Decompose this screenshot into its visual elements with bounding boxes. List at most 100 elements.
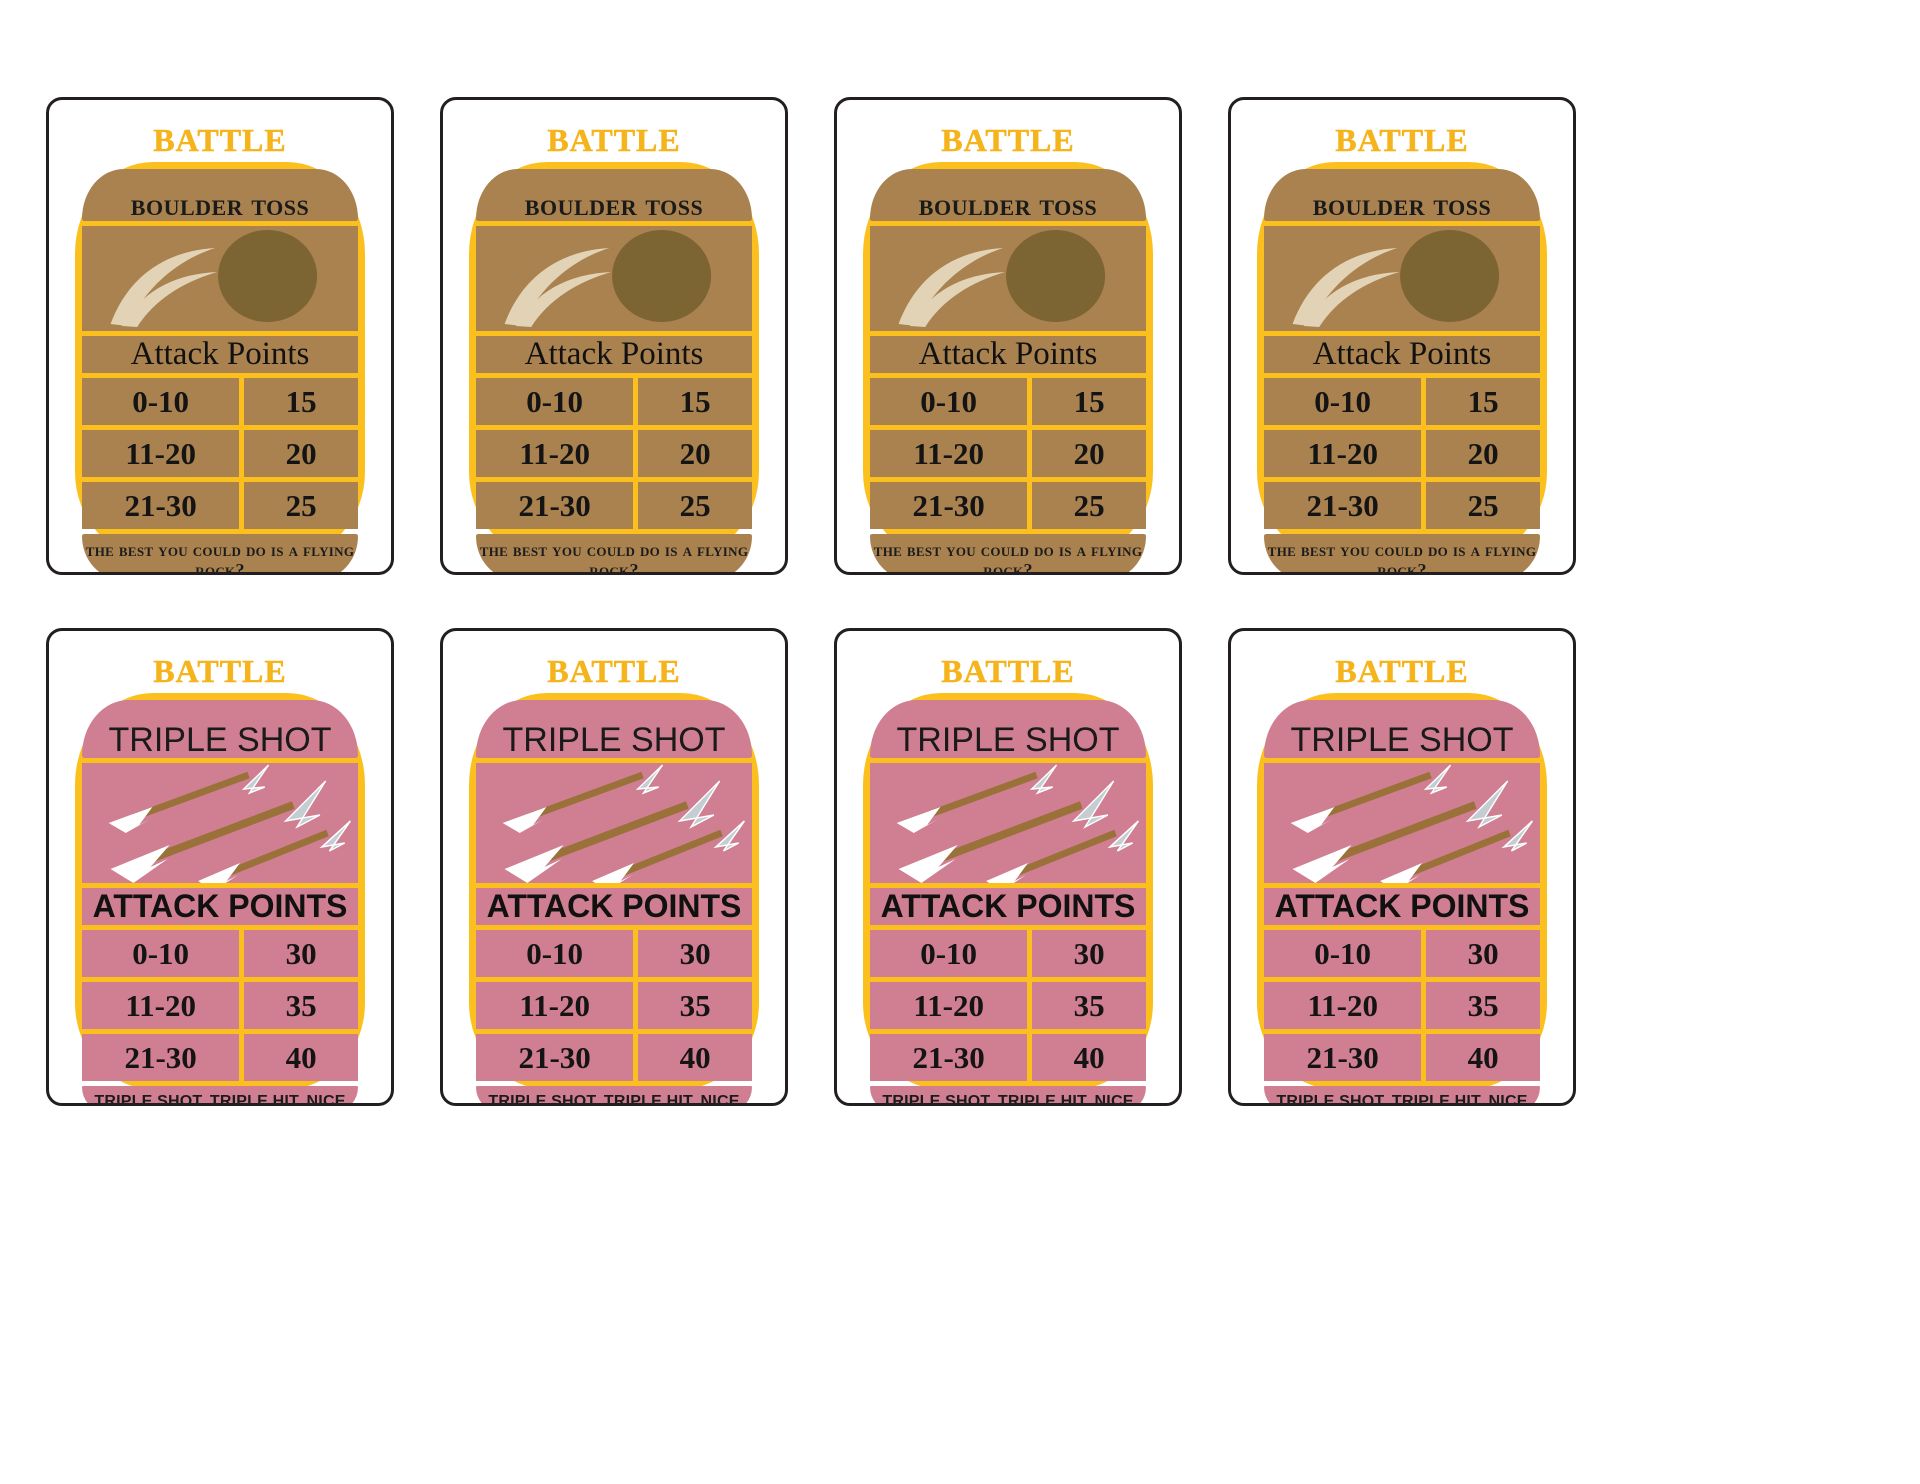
flavor-text: The best you could do is a flying rock?: [476, 534, 752, 572]
table-row: 11-20 20: [476, 430, 752, 477]
card-panel: Boulder Toss Attack Points 0-10 15: [1257, 162, 1547, 572]
roll-range: 11-20: [1264, 982, 1422, 1029]
roll-range: 11-20: [82, 982, 240, 1029]
attack-points-header: Attack Points: [82, 336, 358, 373]
flavor-text: The best you could do is a flying rock?: [82, 534, 358, 572]
attack-value: 15: [1426, 378, 1540, 425]
card-name-header: TRIPLE SHOT: [476, 700, 752, 758]
roll-range: 0-10: [82, 930, 240, 977]
attack-points-header: Attack Points: [870, 336, 1146, 373]
battle-card-triple-shot[interactable]: Battle TRIPLE SHOT: [46, 628, 394, 1106]
attack-value: 15: [244, 378, 358, 425]
flavor-text: The best you could do is a flying rock?: [870, 534, 1146, 572]
table-row: 11-20 35: [476, 982, 752, 1029]
attack-value: 30: [1426, 930, 1540, 977]
battle-card-boulder-toss[interactable]: Battle Boulder Toss Attack Points 0-10 1…: [46, 97, 394, 575]
table-row: 11-20 35: [870, 982, 1146, 1029]
card-panel: Boulder Toss Attack Points 0-10 15: [863, 162, 1153, 572]
table-row: 11-20 35: [1264, 982, 1540, 1029]
card-panel: TRIPLE SHOT: [1257, 693, 1547, 1103]
attack-points-table: 0-10 30 11-20 35 21-30 40: [870, 930, 1146, 1081]
table-row: 21-30 40: [82, 1034, 358, 1081]
triple-arrow-icon: [1264, 763, 1540, 883]
attack-points-header: Attack Points: [476, 336, 752, 373]
card-panel: TRIPLE SHOT: [469, 693, 759, 1103]
attack-value: 20: [1426, 430, 1540, 477]
attack-value: 30: [638, 930, 752, 977]
attack-points-header: Attack Points: [1264, 336, 1540, 373]
table-row: 21-30 25: [870, 482, 1146, 529]
boulder-toss-icon: [1264, 226, 1540, 331]
attack-points-table: 0-10 15 11-20 20 21-30 25: [1264, 378, 1540, 529]
card-panel: Boulder Toss Attack Points 0-10 15: [469, 162, 759, 572]
attack-value: 35: [638, 982, 752, 1029]
battle-card-triple-shot[interactable]: Battle TRIPLE SHOT: [440, 628, 788, 1106]
boulder-toss-icon: [476, 226, 752, 331]
roll-range: 0-10: [82, 378, 240, 425]
table-row: 21-30 40: [870, 1034, 1146, 1081]
attack-value: 30: [244, 930, 358, 977]
card-name-header: Boulder Toss: [476, 169, 752, 221]
table-row: 0-10 15: [870, 378, 1146, 425]
roll-range: 21-30: [1264, 1034, 1422, 1081]
attack-points-header: ATTACK POINTS: [870, 888, 1146, 925]
roll-range: 21-30: [476, 1034, 634, 1081]
roll-range: 0-10: [870, 930, 1028, 977]
triple-arrow-icon: [870, 763, 1146, 883]
attack-value: 35: [1032, 982, 1146, 1029]
attack-points-table: 0-10 15 11-20 20 21-30 25: [476, 378, 752, 529]
attack-points-header: ATTACK POINTS: [1264, 888, 1540, 925]
flavor-text: TRIPLE SHOT, TRIPLE HIT, NICE: [82, 1086, 358, 1103]
battle-card-boulder-toss[interactable]: Battle Boulder Toss Attack Points 0-10 1…: [440, 97, 788, 575]
table-row: 21-30 25: [476, 482, 752, 529]
roll-range: 21-30: [82, 482, 240, 529]
roll-range: 21-30: [476, 482, 634, 529]
attack-value: 35: [244, 982, 358, 1029]
roll-range: 21-30: [870, 482, 1028, 529]
attack-points-table: 0-10 30 11-20 35 21-30 40: [476, 930, 752, 1081]
card-name-header: Boulder Toss: [870, 169, 1146, 221]
battle-card-triple-shot[interactable]: Battle TRIPLE SHOT: [1228, 628, 1576, 1106]
card-battle-title: Battle: [941, 641, 1075, 693]
table-row: 21-30 40: [476, 1034, 752, 1081]
flavor-text: TRIPLE SHOT, TRIPLE HIT, NICE: [870, 1086, 1146, 1103]
roll-range: 11-20: [870, 430, 1028, 477]
battle-card-triple-shot[interactable]: Battle TRIPLE SHOT: [834, 628, 1182, 1106]
attack-value: 35: [1426, 982, 1540, 1029]
attack-value: 25: [1426, 482, 1540, 529]
roll-range: 21-30: [870, 1034, 1028, 1081]
card-battle-title: Battle: [1335, 641, 1469, 693]
table-row: 11-20 20: [870, 430, 1146, 477]
card-battle-title: Battle: [153, 641, 287, 693]
card-panel: TRIPLE SHOT: [863, 693, 1153, 1103]
battle-card-boulder-toss[interactable]: Battle Boulder Toss Attack Points 0-10 1…: [1228, 97, 1576, 575]
table-row: 11-20 20: [1264, 430, 1540, 477]
roll-range: 11-20: [476, 430, 634, 477]
card-name-header: TRIPLE SHOT: [870, 700, 1146, 758]
attack-points-table: 0-10 30 11-20 35 21-30 40: [1264, 930, 1540, 1081]
roll-range: 0-10: [1264, 378, 1422, 425]
table-row: 0-10 15: [476, 378, 752, 425]
table-row: 0-10 30: [82, 930, 358, 977]
triple-arrow-icon: [82, 763, 358, 883]
attack-value: 30: [1032, 930, 1146, 977]
roll-range: 0-10: [870, 378, 1028, 425]
boulder-toss-icon: [82, 226, 358, 331]
attack-value: 15: [638, 378, 752, 425]
attack-value: 25: [244, 482, 358, 529]
attack-value: 40: [244, 1034, 358, 1081]
roll-range: 0-10: [476, 378, 634, 425]
card-panel: Boulder Toss Attack Points 0-10 15: [75, 162, 365, 572]
flavor-text: TRIPLE SHOT, TRIPLE HIT, NICE: [1264, 1086, 1540, 1103]
flavor-text: The best you could do is a flying rock?: [1264, 534, 1540, 572]
table-row: 0-10 15: [1264, 378, 1540, 425]
card-grid: Battle Boulder Toss Attack Points 0-10 1…: [46, 97, 1876, 1106]
table-row: 21-30 40: [1264, 1034, 1540, 1081]
attack-points-table: 0-10 15 11-20 20 21-30 25: [870, 378, 1146, 529]
battle-card-boulder-toss[interactable]: Battle Boulder Toss Attack Points 0-10 1…: [834, 97, 1182, 575]
roll-range: 21-30: [1264, 482, 1422, 529]
table-row: 21-30 25: [1264, 482, 1540, 529]
table-row: 11-20 35: [82, 982, 358, 1029]
roll-range: 11-20: [1264, 430, 1422, 477]
table-row: 21-30 25: [82, 482, 358, 529]
